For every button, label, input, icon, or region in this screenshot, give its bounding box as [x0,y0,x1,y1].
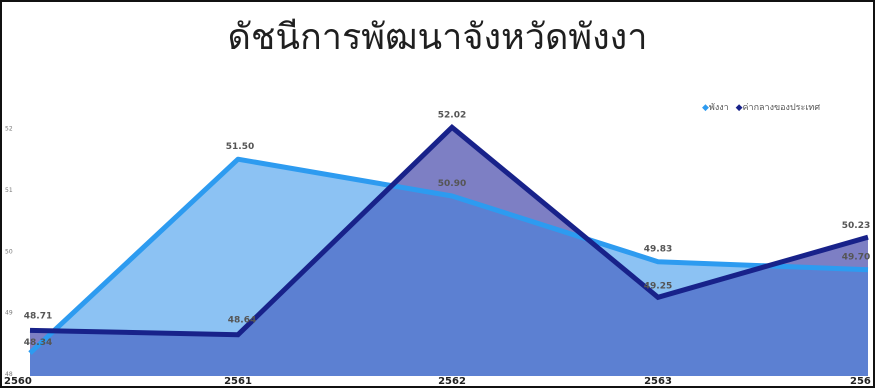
legend-label-phangnga: พังงา [708,103,729,113]
x-tick-label: 2560 [4,376,32,386]
legend-marker-national-median: ◆ [735,103,743,113]
data-label-phangnga: 48.34 [24,338,52,348]
legend-entry-phangnga: ◆พังงา [702,103,729,113]
y-tick-label: 51 [5,187,13,194]
data-label-national-median: 50.23 [842,221,870,231]
data-label-national-median: 49.25 [644,281,672,291]
legend-marker-phangnga: ◆ [702,103,709,113]
x-tick-label: 2562 [438,376,466,386]
legend-label-national-median: ค่ากลางของประเทศ [742,103,821,113]
data-label-national-median: 48.64 [228,316,256,326]
data-label-national-median: 52.02 [438,110,466,120]
data-label-phangnga: 51.50 [226,142,254,152]
data-label-phangnga: 49.70 [842,253,870,263]
legend: ◆พังงา ◆ค่ากลางของประเทศ [702,100,824,114]
x-tick-label: 2561 [224,376,252,386]
data-label-national-median: 48.71 [24,311,52,321]
y-tick-label: 50 [5,248,13,255]
data-label-phangnga: 49.83 [644,245,672,255]
line-phangnga [28,156,869,355]
x-tick-label: 2563 [644,376,672,386]
data-label-phangnga: 50.90 [438,179,466,189]
y-tick-label: 49 [5,310,13,317]
x-tick-label: 256 [850,376,871,386]
chart-title: ดัชนีการพัฒนาจังหวัดพังงา [227,17,648,58]
legend-entry-national-median: ◆ค่ากลางของประเทศ [736,103,820,113]
line-national-median [29,123,869,338]
area-overlap [30,159,868,376]
y-tick-label: 48 [5,371,13,378]
y-tick-label: 52 [5,126,13,133]
